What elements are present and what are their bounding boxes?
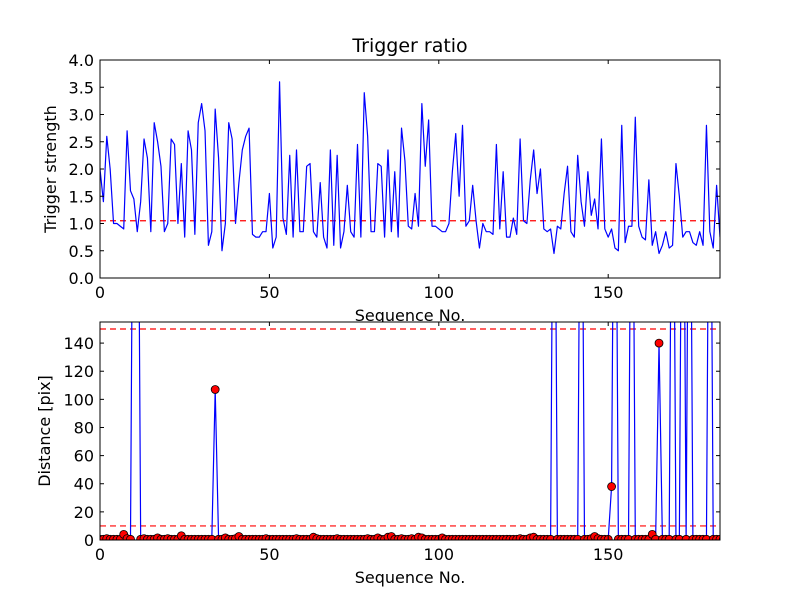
- x-tick-label: 150: [593, 545, 624, 564]
- y-tick-label: 0: [84, 531, 94, 550]
- x-tick-label: 0: [95, 545, 105, 564]
- plot-area: [100, 60, 720, 278]
- y-axis-label: Trigger strength: [41, 105, 60, 234]
- data-point: [607, 482, 616, 491]
- data-point: [715, 534, 720, 540]
- data-point: [726, 535, 734, 543]
- plot-area: [100, 322, 720, 540]
- y-axis-label: Distance [pix]: [35, 375, 54, 487]
- y-tick-label: 60: [74, 447, 94, 466]
- data-point: [723, 535, 731, 543]
- y-tick-label: 1.5: [69, 187, 94, 206]
- data-point: [210, 385, 220, 394]
- y-tick-label: 40: [74, 475, 94, 494]
- y-tick-label: 2.0: [69, 160, 94, 179]
- x-tick-label: 50: [259, 545, 279, 564]
- data-point: [126, 534, 135, 540]
- x-axis-label: Sequence No.: [355, 568, 466, 587]
- chart-title: Trigger ratio: [351, 35, 467, 57]
- data-point: [718, 536, 720, 540]
- y-tick-label: 3.0: [69, 106, 94, 125]
- y-tick-label: 0.5: [69, 242, 94, 261]
- y-tick-label: 2.5: [69, 133, 94, 152]
- data-point: [654, 338, 664, 348]
- y-tick-label: 0.0: [69, 269, 94, 288]
- plot-content: [100, 81, 720, 255]
- trigger-ratio-chart: 0 50 100 150 0.0 0.5 1.0 1.5 2.0 2.5 3.0 3.5 4.0 Sequ…: [41, 35, 721, 325]
- plot-frame: [99, 321, 721, 541]
- distance-chart: 0 50 100 150 0 20 40 60 80 100 120 140 Sequence No. D…: [35, 321, 734, 587]
- x-tick-label: 150: [593, 283, 624, 302]
- y-tick-label: 80: [74, 418, 94, 437]
- y-tick-label: 140: [63, 334, 94, 353]
- series-line: [100, 81, 720, 255]
- y-tick-label: 20: [74, 503, 94, 522]
- plot-content: [100, 322, 734, 543]
- x-axis-label: Sequence No.: [355, 306, 466, 325]
- y-tick-label: 120: [63, 362, 94, 381]
- y-tick-label: 4.0: [69, 51, 94, 70]
- x-tick-label: 0: [95, 283, 105, 302]
- x-tick-label: 100: [424, 545, 455, 564]
- y-tick-label: 1.0: [69, 215, 94, 234]
- y-tick-label: 3.5: [69, 78, 94, 97]
- x-tick-label: 100: [424, 283, 455, 302]
- x-tick-label: 50: [259, 283, 279, 302]
- y-tick-label: 100: [63, 390, 94, 409]
